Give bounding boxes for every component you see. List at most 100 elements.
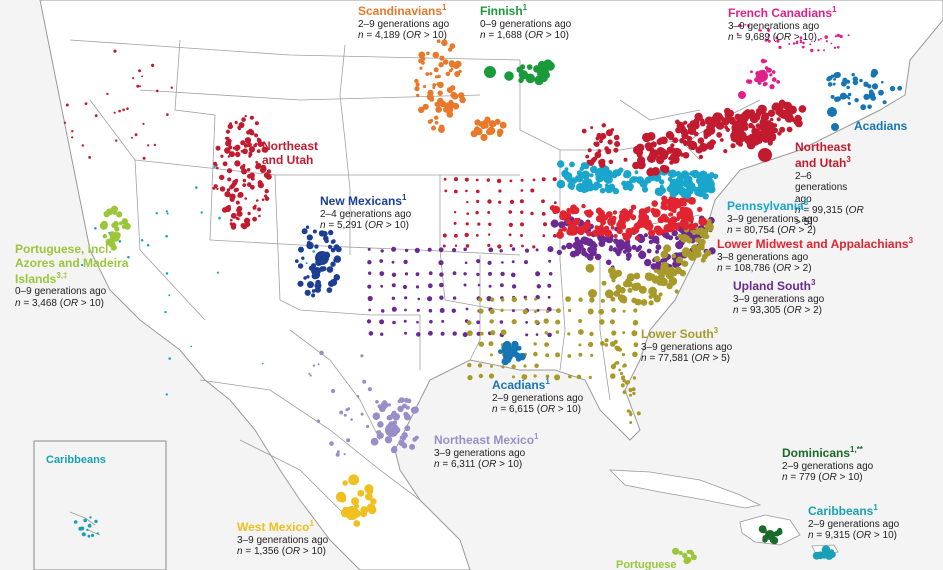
ne_utah-dot: [442, 233, 447, 238]
acadians_ne-dot: [846, 85, 850, 90]
french_canadians-dot: [799, 41, 803, 44]
label-superscript: 1,**: [850, 445, 863, 454]
new_mexicans-dot: [330, 247, 336, 253]
pennsylvania-dot: [708, 172, 715, 179]
lower_south-dot: [613, 339, 618, 344]
label-name: Dominicans1,**: [782, 445, 873, 461]
ne_utah-dot: [261, 198, 265, 201]
ne_utah-dot: [454, 244, 458, 247]
portuguese-dot: [682, 552, 688, 558]
lower_midwest-dot: [598, 230, 605, 237]
lower_midwest-dot: [613, 233, 618, 239]
ne_utah-dot: [520, 178, 524, 182]
ne_mexico-dot: [347, 407, 351, 410]
lower_midwest-dot: [562, 226, 567, 232]
label-or-value: 5: [803, 216, 810, 228]
scandinavians-dot: [414, 86, 420, 92]
pennsylvania-dot: [659, 179, 665, 185]
ne_utah-dot: [767, 109, 776, 118]
scandinavians-dot: [414, 78, 419, 84]
ne_utah-dot: [237, 126, 241, 130]
portuguese-dot: [102, 234, 108, 239]
inset-title: Caribbeans: [46, 454, 106, 466]
label-name-text: Pennsylvania: [727, 199, 804, 213]
lower_midwest-dot: [651, 200, 658, 207]
pennsylvania-dot: [216, 271, 219, 274]
lower_south-dot: [511, 319, 517, 325]
ne_utah-dot: [224, 191, 231, 198]
ne_utah-dot: [681, 132, 689, 140]
lower_south-dot: [656, 269, 662, 275]
label-portuguese: Portuguese, incl. Azores and Madeira Isl…: [15, 242, 135, 309]
upland_south-dot: [476, 259, 481, 264]
lower_south-dot: [611, 278, 616, 283]
ne_utah-dot: [242, 165, 245, 169]
lower_south-dot: [533, 374, 537, 378]
lower_south-dot: [632, 351, 638, 358]
label-generations: 2–9 generations ago: [358, 18, 450, 30]
pennsylvania-dot: [190, 345, 193, 348]
ne_mexico-dot: [331, 388, 336, 394]
ne_mexico-dot: [387, 403, 391, 407]
acadians_ne-dot: [867, 104, 872, 110]
lower_midwest-dot: [624, 216, 630, 222]
french_canadians-dot: [778, 45, 782, 50]
lower_midwest-dot: [657, 216, 665, 224]
ne_utah-dot: [266, 169, 272, 174]
label-name: Pennsylvania3: [727, 198, 818, 214]
label-generations: 2–9 generations ago: [808, 518, 900, 530]
ne_utah-dot: [486, 178, 490, 182]
ne_utah-dot: [229, 196, 235, 202]
ne_utah-dot: [235, 148, 239, 152]
label-name-text: Northeast and Utah: [795, 140, 852, 170]
upland_south-dot: [655, 244, 662, 251]
lower_south-dot: [578, 319, 583, 323]
ne_utah-dot: [758, 148, 772, 162]
lower_south-dot: [610, 319, 615, 325]
ne_utah-dot: [139, 85, 142, 88]
ne_utah-dot: [259, 166, 267, 173]
acadians_ne-dot: [881, 80, 884, 84]
ne_utah-dot: [215, 145, 221, 151]
new_mexicans-dot: [327, 244, 333, 249]
pennsylvania-dot: [566, 176, 573, 183]
ne_utah-dot: [671, 155, 680, 164]
ne_utah-dot: [155, 89, 159, 93]
ne_utah-dot: [229, 151, 235, 158]
ne_utah-dot: [225, 129, 231, 134]
scandinavians-dot: [436, 39, 441, 43]
lower_south-dot: [706, 223, 714, 232]
ne_mexico-dot: [316, 419, 321, 423]
upland_south-dot: [416, 332, 421, 337]
ne_utah-dot: [675, 127, 682, 134]
new_mexicans-dot: [311, 267, 319, 276]
pennsylvania-dot: [195, 186, 198, 189]
new_mexicans-dot: [311, 289, 316, 293]
scandinavians-dot: [480, 120, 488, 128]
ne_utah-dot: [442, 244, 446, 248]
label-superscript: 1: [534, 432, 539, 441]
acadians_ne-dot: [852, 79, 859, 86]
ne_utah-dot: [786, 126, 793, 133]
label-sample-size: n = 5,291 (OR > 10): [320, 220, 409, 232]
ne_utah-dot: [255, 160, 258, 164]
label-name-text: Dominicans: [782, 446, 851, 460]
french_canadians-dot: [747, 79, 753, 84]
upland_south-dot: [586, 254, 594, 261]
lower_south-dot: [610, 373, 616, 379]
west_mexico-dot: [342, 480, 348, 486]
upland_south-dot: [403, 319, 407, 323]
ne_mexico-dot: [390, 446, 398, 454]
ne_utah-dot: [227, 155, 231, 158]
lower_south-dot: [599, 319, 605, 325]
ne_utah-dot: [607, 139, 613, 145]
ne_utah-dot: [605, 129, 613, 137]
ne_utah-dot: [475, 178, 479, 182]
acadians_ne-dot: [854, 98, 859, 103]
pennsylvania-dot: [155, 212, 158, 215]
north-america-land: [39, 0, 943, 570]
label-n-value: 108,786: [733, 263, 771, 275]
ne_mexico-dot: [346, 438, 351, 443]
ne_utah-dot: [665, 131, 674, 139]
ne_utah-dot: [734, 113, 741, 121]
